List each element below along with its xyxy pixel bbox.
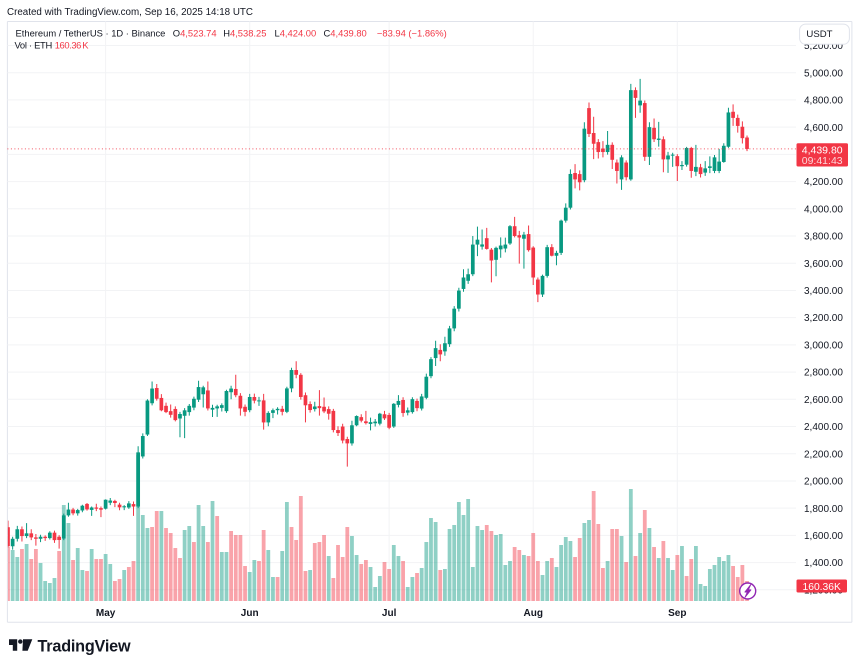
svg-text:4,000.00: 4,000.00	[804, 204, 843, 215]
svg-text:160.36K: 160.36K	[803, 582, 841, 593]
svg-text:Ethereum / TetherUS · 1D · Bin: Ethereum / TetherUS · 1D · Binance	[16, 28, 166, 39]
svg-text:5,200.00: 5,200.00	[804, 41, 843, 52]
svg-text:09:41:43: 09:41:43	[802, 155, 843, 167]
svg-text:K: K	[82, 40, 89, 51]
svg-text:Jun: Jun	[241, 608, 259, 619]
svg-text:2,000.00: 2,000.00	[804, 477, 843, 488]
svg-text:1,600.00: 1,600.00	[804, 531, 843, 542]
svg-text:1,800.00: 1,800.00	[804, 504, 843, 515]
svg-text:Aug: Aug	[523, 608, 542, 619]
svg-text:−83.94 (−1.86%): −83.94 (−1.86%)	[377, 28, 447, 39]
svg-text:Vol · ETH: Vol · ETH	[15, 40, 52, 51]
svg-text:2,200.00: 2,200.00	[804, 449, 843, 460]
svg-text:4,800.00: 4,800.00	[804, 96, 843, 107]
svg-text:TradingView: TradingView	[38, 638, 131, 656]
svg-text:3,800.00: 3,800.00	[804, 232, 843, 243]
svg-text:2,800.00: 2,800.00	[804, 368, 843, 379]
svg-text:3,000.00: 3,000.00	[804, 341, 843, 352]
svg-text:2,600.00: 2,600.00	[804, 395, 843, 406]
svg-text:160.36: 160.36	[55, 40, 81, 51]
svg-text:1,400.00: 1,400.00	[804, 558, 843, 569]
svg-text:3,600.00: 3,600.00	[804, 259, 843, 270]
svg-text:3,200.00: 3,200.00	[804, 313, 843, 324]
svg-text:Sep: Sep	[668, 608, 686, 619]
svg-text:4,200.00: 4,200.00	[804, 177, 843, 188]
svg-text:4,439.80: 4,439.80	[802, 145, 843, 157]
svg-text:2,400.00: 2,400.00	[804, 422, 843, 433]
svg-text:3,400.00: 3,400.00	[804, 286, 843, 297]
svg-text:H4,538.25: H4,538.25	[223, 28, 266, 39]
svg-text:C4,439.80: C4,439.80	[324, 28, 367, 39]
svg-text:May: May	[96, 608, 116, 619]
svg-text:5,000.00: 5,000.00	[804, 68, 843, 79]
svg-text:O4,523.74: O4,523.74	[173, 28, 217, 39]
svg-text:USDT: USDT	[806, 29, 832, 40]
svg-text:4,600.00: 4,600.00	[804, 123, 843, 134]
svg-text:Jul: Jul	[382, 608, 397, 619]
svg-text:L4,424.00: L4,424.00	[275, 28, 317, 39]
svg-text:Created with TradingView.com,: Created with TradingView.com, Sep 16, 20…	[7, 7, 253, 18]
